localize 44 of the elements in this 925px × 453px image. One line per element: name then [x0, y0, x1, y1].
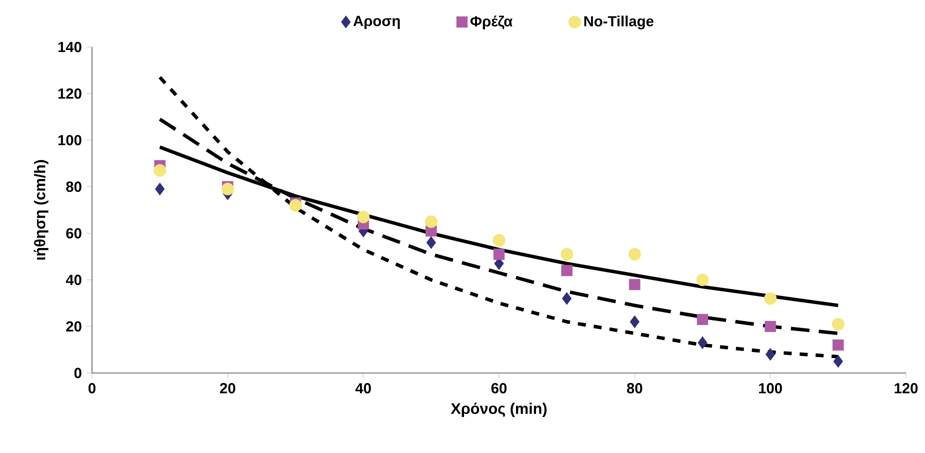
x-tick-label: 80: [626, 383, 642, 394]
y-tick-label: 140: [58, 42, 82, 52]
y-tick-label: 80: [66, 182, 82, 192]
point: [629, 278, 640, 290]
point: [154, 164, 166, 177]
y-tick-label: 40: [66, 274, 82, 286]
x-axis-title: Χρόνος (min): [450, 402, 547, 418]
x-tick-label: 120: [894, 383, 918, 394]
point: [221, 182, 234, 196]
point: [832, 339, 844, 351]
legend-label: Αροση: [353, 16, 400, 30]
y-tick-label: 100: [58, 134, 82, 146]
legend-label: Φρέζα: [470, 16, 513, 30]
point: [426, 236, 436, 249]
point: [357, 210, 370, 224]
point: [562, 292, 572, 305]
point: [424, 215, 438, 228]
point: [492, 234, 506, 247]
point: [289, 199, 302, 212]
point: [628, 248, 641, 260]
point: [630, 315, 640, 328]
y-axis-title: ιήθηση (cm/h): [34, 160, 48, 260]
x-tick-label: 100: [759, 383, 782, 394]
point: [764, 292, 777, 305]
point: [832, 318, 844, 330]
x-tick-label: 20: [220, 383, 236, 394]
point: [696, 274, 709, 286]
point: [560, 248, 574, 260]
point: [493, 248, 505, 260]
point: [155, 182, 165, 196]
y-tick-label: 0: [74, 368, 82, 378]
legend-label: No-Tillage: [584, 16, 654, 30]
y-tick-label: 20: [66, 321, 82, 332]
point: [696, 314, 708, 326]
x-tick-label: 60: [491, 383, 507, 394]
point: [766, 348, 776, 361]
point: [698, 336, 708, 349]
x-tick-label: 0: [88, 383, 96, 394]
point: [764, 320, 776, 332]
point: [561, 264, 572, 276]
x-tick-label: 40: [355, 383, 371, 394]
y-tick-label: 60: [66, 228, 82, 238]
point: [833, 355, 843, 368]
y-tick-label: 120: [58, 88, 82, 99]
